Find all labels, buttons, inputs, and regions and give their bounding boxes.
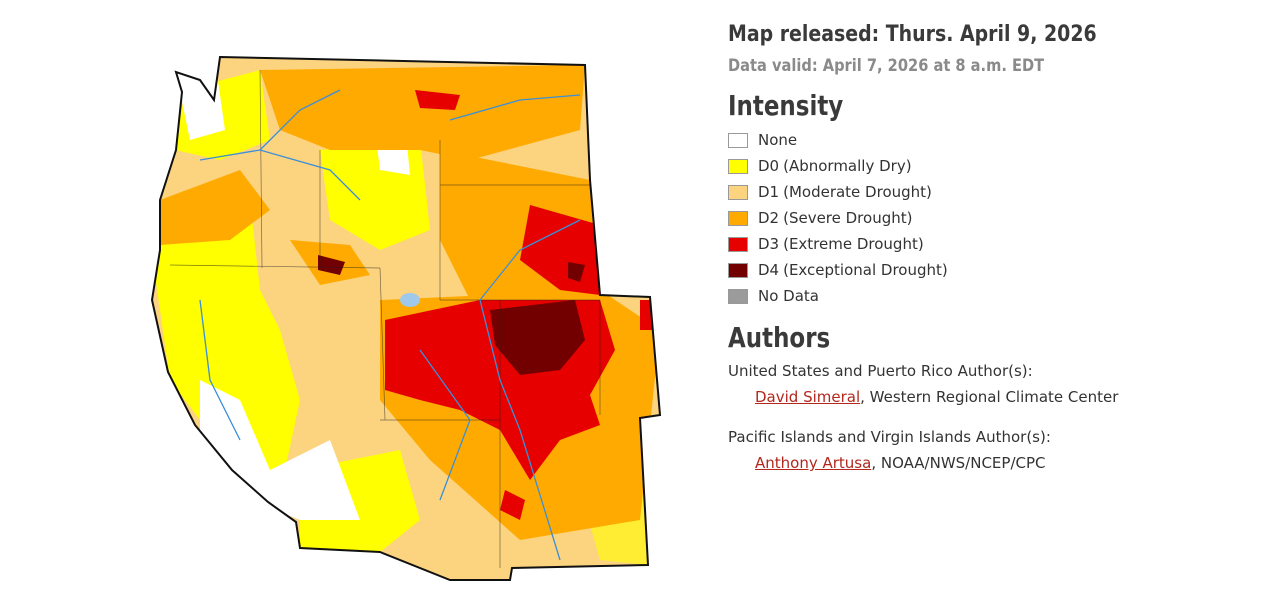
legend-swatch: [728, 184, 748, 200]
legend-item: D0 (Abnormally Dry): [728, 156, 912, 176]
legend-swatch: [728, 158, 748, 174]
legend-swatch: [728, 288, 748, 304]
legend-code: D2: [758, 209, 780, 227]
legend-item: D3 (Extreme Drought): [728, 234, 924, 254]
legend-code: D3: [758, 235, 780, 253]
legend-code: D4: [758, 261, 780, 279]
author-heading: United States and Puerto Rico Author(s):: [728, 362, 1033, 380]
valid-date: Data valid: April 7, 2026 at 8 a.m. EDT: [728, 56, 1045, 76]
legend-desc: (Severe Drought): [783, 209, 913, 227]
author-line: David Simeral, Western Regional Climate …: [755, 388, 1118, 406]
legend-swatch: [728, 210, 748, 226]
legend-swatch: [728, 262, 748, 278]
legend-desc: (Exceptional Drought): [783, 261, 948, 279]
author-line: Anthony Artusa, NOAA/NWS/NCEP/CPC: [755, 454, 1046, 472]
rivers: [199, 89, 581, 561]
outline: [150, 55, 662, 581]
author-heading: Pacific Islands and Virgin Islands Autho…: [728, 428, 1051, 446]
legend-code: D1: [758, 183, 780, 201]
boundaries: [169, 69, 601, 568]
legend-desc: (Moderate Drought): [783, 183, 932, 201]
release-date: Map released: Thurs. April 9, 2026: [728, 22, 1097, 47]
legend-desc: (Abnormally Dry): [783, 157, 912, 175]
legend-code: D0: [758, 157, 780, 175]
legend-swatch: [728, 236, 748, 252]
lake: [400, 293, 420, 307]
authors-title: Authors: [728, 321, 831, 354]
drought-map: [150, 55, 662, 581]
legend-code: No Data: [758, 287, 819, 305]
legend-item: D2 (Severe Drought): [728, 208, 912, 228]
drought-areas: [152, 57, 660, 580]
author-affiliation: , Western Regional Climate Center: [860, 388, 1119, 406]
legend-item: No Data: [728, 286, 819, 306]
legend-swatch: [728, 132, 748, 148]
legend-code: None: [758, 131, 798, 149]
author-link[interactable]: David Simeral: [755, 388, 861, 406]
legend-item: None: [728, 130, 797, 150]
author-link[interactable]: Anthony Artusa: [755, 454, 872, 472]
legend-item: D4 (Exceptional Drought): [728, 260, 948, 280]
legend-title: Intensity: [728, 89, 844, 122]
legend-item: D1 (Moderate Drought): [728, 182, 932, 202]
legend-desc: (Extreme Drought): [783, 235, 924, 253]
author-affiliation: , NOAA/NWS/NCEP/CPC: [871, 454, 1046, 472]
